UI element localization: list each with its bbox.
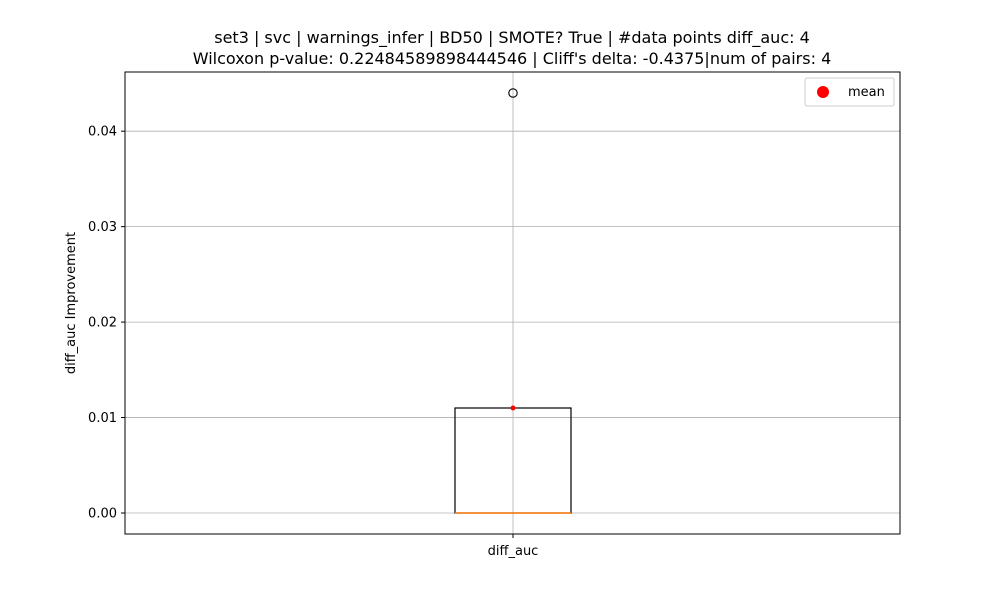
mean-marker <box>510 405 516 411</box>
x-axis-ticks: diff_auc <box>488 534 539 559</box>
legend-mean-label: mean <box>848 85 885 100</box>
x-tick-label: diff_auc <box>488 544 539 559</box>
chart-title-line-1: set3 | svc | warnings_infer | BD50 | SMO… <box>214 28 810 48</box>
y-axis-label: diff_auc Improvement <box>64 232 79 374</box>
legend: mean <box>804 77 895 107</box>
legend-frame <box>804 77 895 107</box>
y-tick-label: 0.00 <box>88 507 117 522</box>
y-tick-label: 0.04 <box>88 125 117 140</box>
outlier-point <box>508 88 518 98</box>
y-tick-label: 0.02 <box>88 316 117 331</box>
chart-title-line-2: Wilcoxon p-value: 0.22484589898444546 | … <box>193 49 832 68</box>
y-tick-label: 0.03 <box>88 220 117 235</box>
grid-lines <box>125 72 900 534</box>
y-axis-ticks: 0.00 0.01 0.02 0.03 0.04 <box>88 125 125 522</box>
legend-mean-marker <box>817 86 829 98</box>
y-tick-label: 0.01 <box>88 411 117 426</box>
box-plot-marks <box>454 88 572 514</box>
plot-area-frame <box>124 71 901 535</box>
